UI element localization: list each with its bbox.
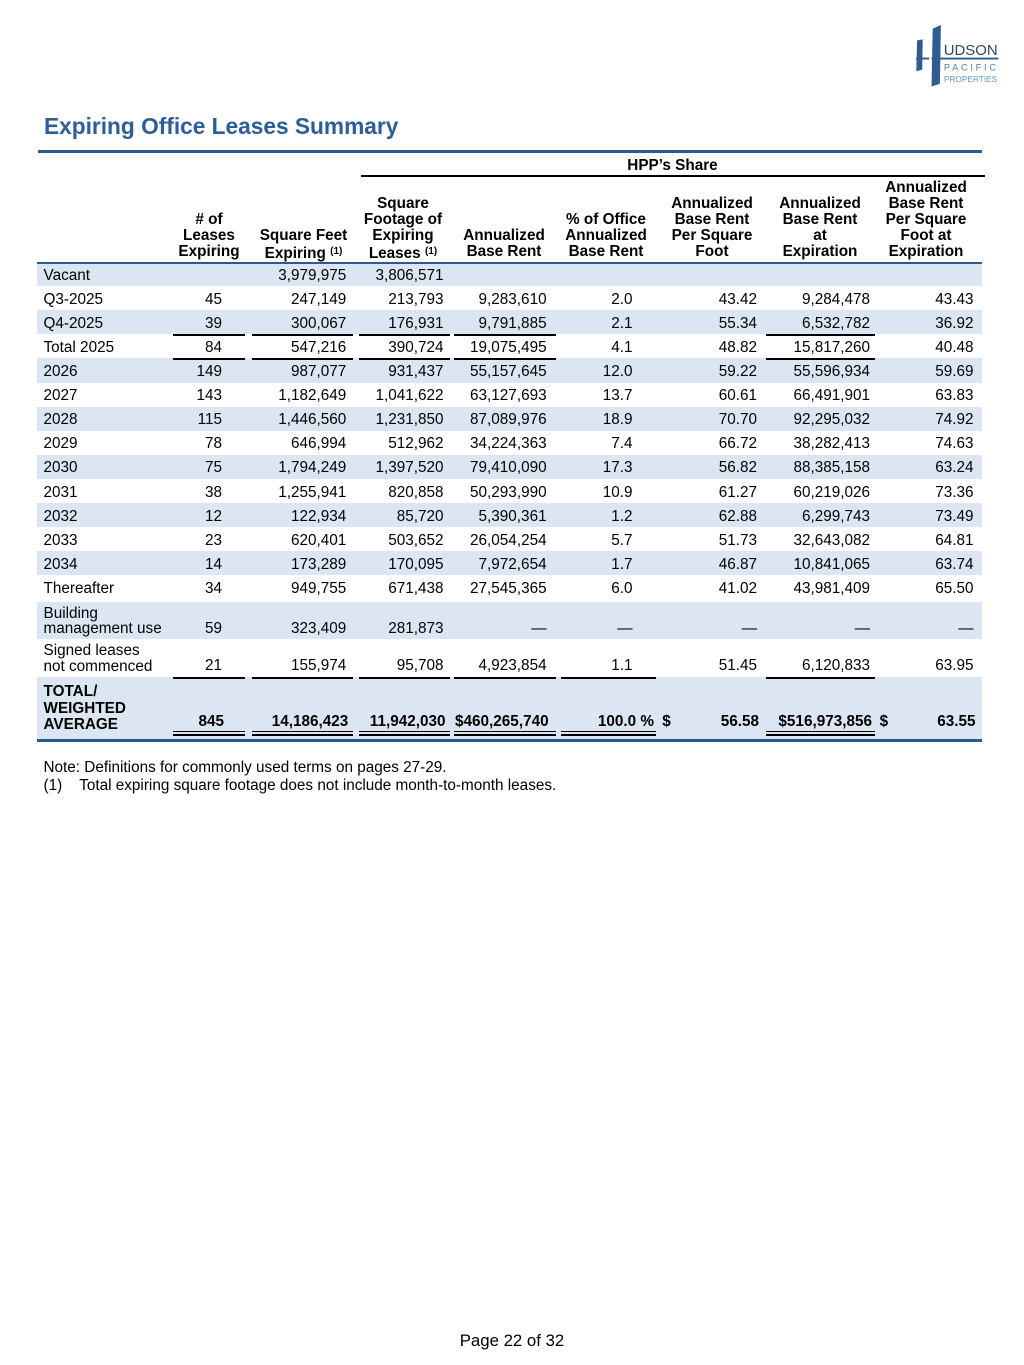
svg-text:PROPERTIES: PROPERTIES bbox=[944, 74, 998, 84]
svg-text:UDSON: UDSON bbox=[944, 43, 998, 59]
svg-text:PACIFIC: PACIFIC bbox=[944, 63, 999, 73]
